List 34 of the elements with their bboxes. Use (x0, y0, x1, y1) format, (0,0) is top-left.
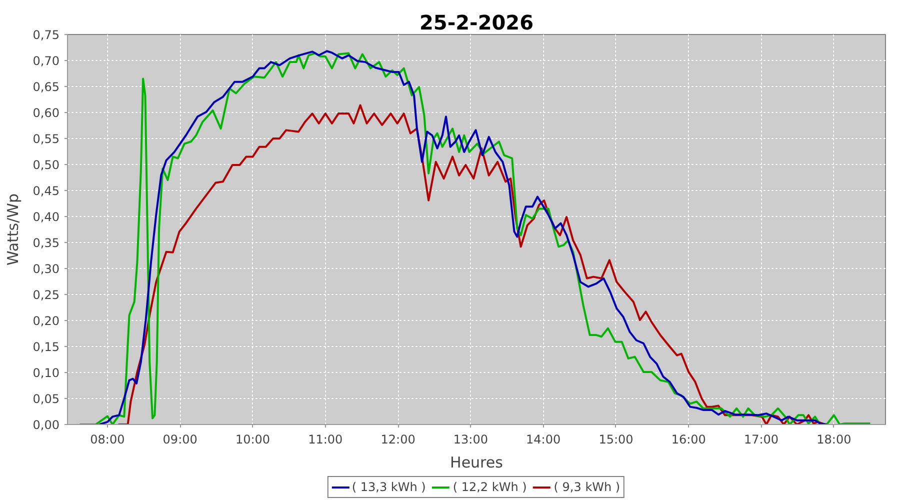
x-tick-label: 09:00 (162, 432, 198, 446)
y-tick-label: 0,15 (32, 340, 60, 354)
x-tick-label: 15:00 (598, 432, 634, 446)
y-tick-label: 0,25 (32, 288, 60, 302)
x-tick-label: 14:00 (526, 432, 561, 446)
x-axis-title: Heures (450, 454, 504, 472)
y-tick-label: 0,65 (32, 80, 60, 94)
y-tick-label: 0,20 (32, 314, 60, 328)
y-axis-title: Watts/Wp (4, 193, 22, 266)
y-tick-label: 0,60 (32, 106, 60, 120)
x-tick-label: 17:00 (744, 432, 779, 446)
line-series (117, 104, 826, 424)
y-tick-label: 0,45 (32, 184, 60, 198)
x-tick-label: 12:00 (380, 432, 416, 446)
y-tick-label: 0,10 (32, 366, 60, 380)
y-tick-label: 0,30 (32, 262, 60, 276)
legend-label: ( 12,2 kWh ) (452, 480, 527, 494)
y-tick-label: 0,75 (32, 28, 60, 42)
y-tick-label: 0,35 (32, 236, 60, 250)
x-tick-label: 16:00 (671, 432, 706, 446)
y-tick-label: 0,55 (32, 132, 60, 146)
x-tick-label: 11:00 (308, 432, 343, 446)
y-tick-label: 0,50 (32, 158, 60, 172)
x-tick-label: 13:00 (453, 432, 488, 446)
y-tick-label: 0,00 (32, 418, 60, 432)
chart-title: 25-2-2026 (419, 10, 534, 34)
legend-label: ( 9,3 kWh ) (554, 480, 620, 494)
y-tick-label: 0,40 (32, 210, 60, 224)
x-tick-label: 10:00 (235, 432, 270, 446)
x-tick-label: 18:00 (816, 432, 852, 446)
x-tick-label: 08:00 (90, 432, 125, 446)
y-tick-label: 0,70 (32, 54, 60, 68)
legend-label: ( 13,3 kWh ) (352, 480, 426, 494)
y-tick-label: 0,05 (32, 392, 60, 406)
